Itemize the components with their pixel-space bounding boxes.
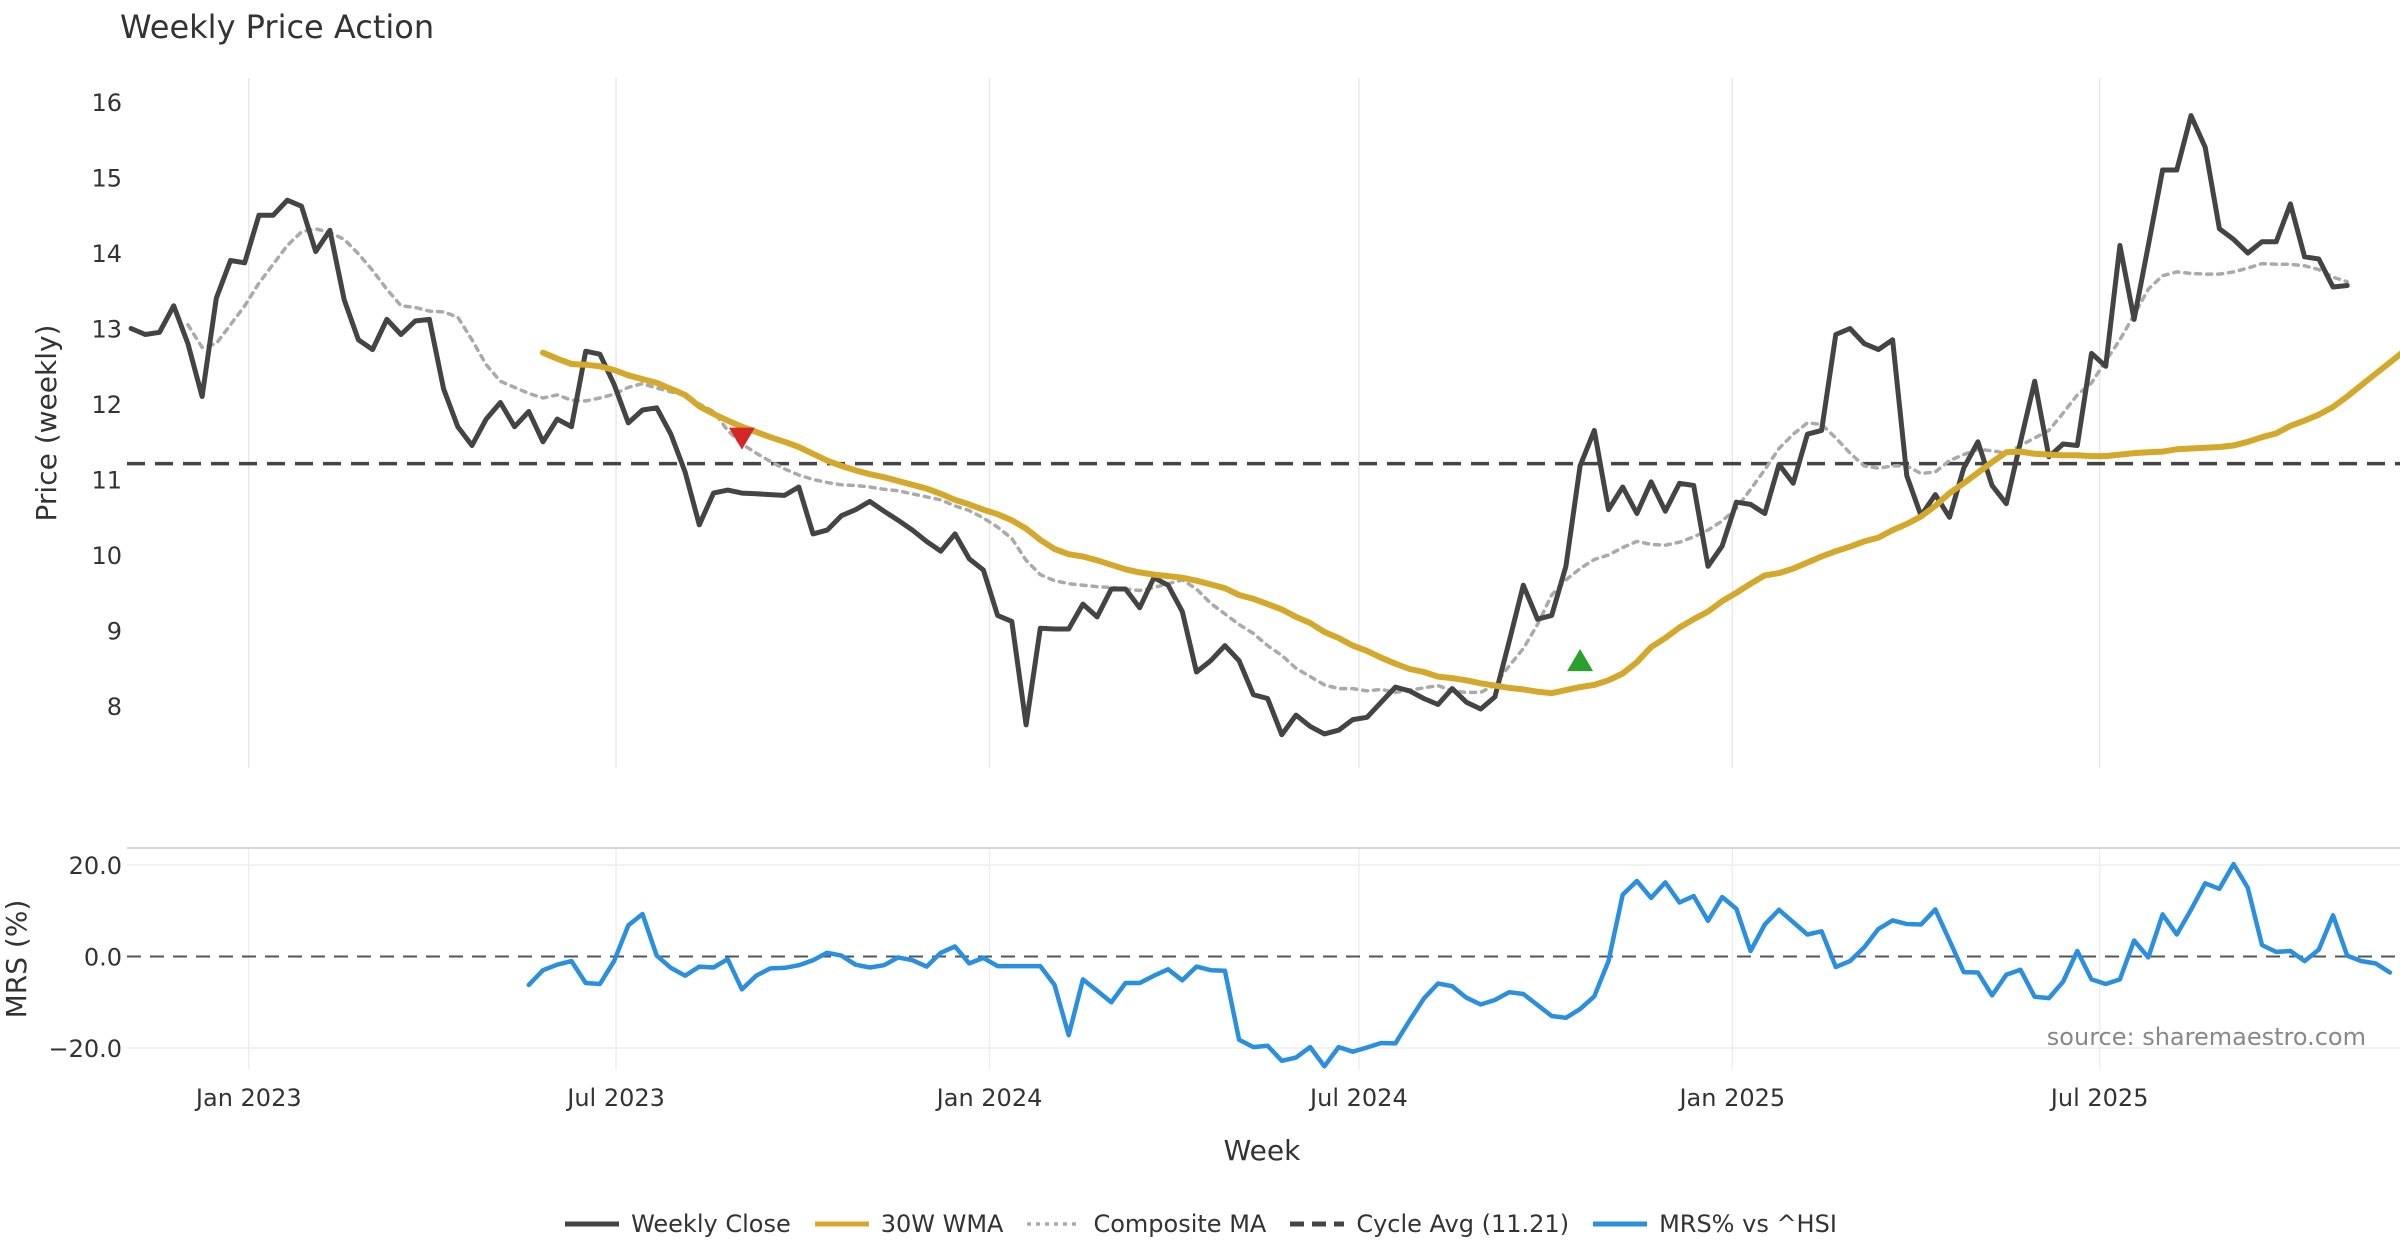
source-label: source: sharemaestro.com	[2047, 1023, 2366, 1051]
legend-label: 30W WMA	[880, 1210, 1004, 1238]
chart-title: Weekly Price Action	[120, 8, 434, 46]
price-y-tick: 15	[91, 165, 122, 193]
price-y-tick: 10	[91, 542, 122, 570]
buy-signal-marker	[1567, 649, 1594, 672]
sell-signal-marker	[728, 427, 755, 450]
price-panel: 8 9 10 11 12 13 14 15 16 Price (weekly)	[30, 78, 2400, 768]
x-tick-label: Jul 2024	[1308, 1084, 1408, 1112]
legend-item: Weekly Close	[563, 1210, 791, 1238]
x-tick-label: Jan 2023	[194, 1084, 302, 1112]
mrs-y-tick: −20.0	[48, 1035, 122, 1063]
price-y-axis-label: Price (weekly)	[30, 325, 63, 522]
legend-swatch	[1027, 1222, 1082, 1226]
weekly-price-chart: Weekly Price Action 8 9 10 11 12 13 14 15 16 Pric…	[0, 8, 2400, 1167]
legend-item: 30W WMA	[813, 1210, 1004, 1238]
legend-label: Weekly Close	[631, 1210, 791, 1238]
x-axis: Jan 2023 Jul 2023 Jan 2024 Jul 2024 Jan 2025…	[194, 1084, 2149, 1112]
legend-swatch	[814, 1221, 869, 1227]
legend-swatch	[1593, 1221, 1648, 1227]
weekly-close-line	[128, 113, 2350, 738]
legend-label: Composite MA	[1093, 1210, 1267, 1238]
mrs-line	[526, 861, 2393, 1069]
mrs-y-axis-label: MRS (%)	[0, 900, 33, 1019]
x-tick-label: Jan 2024	[935, 1084, 1043, 1112]
legend-item: Composite MA	[1025, 1210, 1266, 1238]
x-tick-label: Jul 2025	[2049, 1084, 2149, 1112]
mrs-panel: 20.0 0.0 −20.0 MRS (%)	[0, 847, 2400, 1070]
price-y-tick: 9	[107, 618, 122, 646]
legend-label: Cycle Avg (11.21)	[1356, 1210, 1570, 1238]
mrs-y-tick: 0.0	[84, 944, 122, 972]
legend-swatch	[565, 1221, 620, 1227]
legend-item: Cycle Avg (11.21)	[1288, 1210, 1569, 1238]
legend-item: MRS% vs ^HSI	[1591, 1210, 1837, 1238]
x-axis-label: Week	[1224, 1134, 1301, 1167]
x-tick-label: Jul 2023	[565, 1084, 665, 1112]
price-y-tick: 11	[91, 467, 122, 495]
price-y-tick: 16	[91, 89, 122, 117]
mrs-y-tick: 20.0	[69, 852, 122, 880]
chart-legend: Weekly Close 30W WMA Composite MA Cycle Avg…	[0, 1210, 2400, 1238]
legend-label: MRS% vs ^HSI	[1659, 1210, 1837, 1238]
price-y-tick: 8	[107, 693, 122, 721]
price-y-tick: 12	[91, 391, 122, 419]
legend-swatch	[1290, 1221, 1345, 1227]
price-y-tick: 14	[91, 240, 122, 268]
x-tick-label: Jan 2025	[1677, 1084, 1785, 1112]
composite-ma-line	[186, 227, 2349, 695]
wma-30w-line	[540, 349, 2400, 697]
price-y-tick: 13	[91, 316, 122, 344]
